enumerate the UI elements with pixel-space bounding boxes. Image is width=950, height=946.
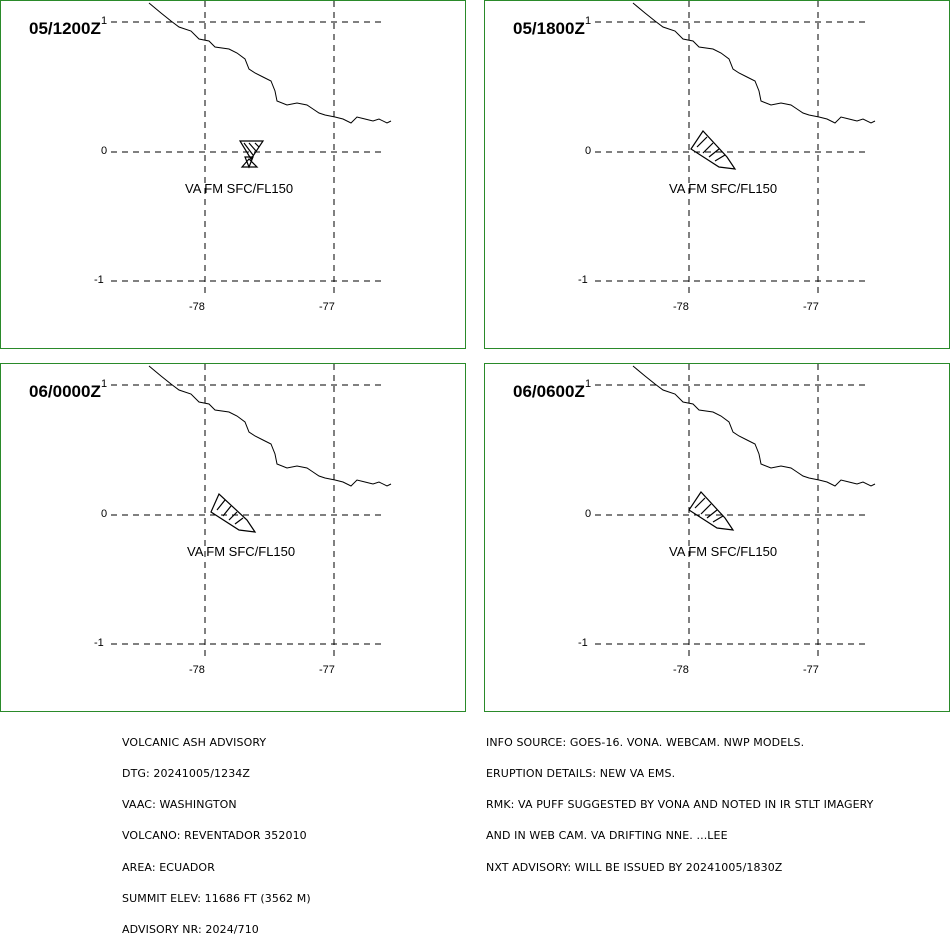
time-label: 05/1800Z (513, 19, 585, 38)
lat-label-1: 1 (585, 15, 592, 27)
lon-label-77: -77 (803, 301, 819, 313)
lat-label-0: 0 (585, 145, 592, 157)
lon-label-77: -77 (319, 301, 335, 313)
lat-label-0: 0 (101, 145, 108, 157)
grid-lines (111, 364, 381, 659)
advisory-line: INFO SOURCE: GOES-16. VONA. WEBCAM. NWP … (486, 735, 805, 749)
advisory-line: NXT ADVISORY: WILL BE ISSUED BY 20241005… (486, 860, 783, 874)
advisory-info-right: INFO SOURCE: GOES-16. VONA. WEBCAM. NWP … (486, 717, 874, 884)
lon-label-78: -78 (189, 664, 205, 676)
coastline (632, 2, 876, 124)
advisory-line: SUMMIT ELEV: 11686 FT (3562 M) (122, 891, 311, 905)
ash-cloud (210, 492, 257, 533)
va-label: VA FM SFC/FL150 (187, 544, 296, 559)
lon-label-78: -78 (673, 301, 689, 313)
map-canvas-4 (595, 364, 876, 659)
advisory-line: AREA: ECUADOR (122, 860, 215, 874)
time-label: 05/1200Z (29, 19, 101, 38)
map-canvas-2 (595, 1, 876, 296)
va-label: VA FM SFC/FL150 (669, 544, 778, 559)
advisory-line: AND IN WEB CAM. VA DRIFTING NNE. ...LEE (486, 829, 728, 843)
grid-lines (595, 1, 865, 296)
grid-lines (595, 364, 865, 659)
lon-label-77: -77 (319, 664, 335, 676)
coastline (148, 2, 392, 124)
time-label: 06/0600Z (513, 382, 585, 401)
ash-cloud (690, 130, 737, 170)
map-canvas-1 (111, 1, 392, 296)
lat-label-1: 1 (101, 15, 108, 27)
lat-label-minus1: -1 (94, 274, 104, 286)
advisory-line: VOLCANIC ASH ADVISORY (122, 735, 267, 749)
lat-label-minus1: -1 (578, 274, 588, 286)
map-panel-2: 05/1800Z 1 0 -1 -78 -77 VA FM SFC/FL150 (484, 0, 950, 349)
ash-cloud (688, 491, 735, 531)
lon-label-77: -77 (803, 664, 819, 676)
lat-label-0: 0 (101, 508, 108, 520)
map-panel-4: 06/0600Z 1 0 -1 -78 -77 VA FM SFC/FL150 (484, 363, 950, 712)
advisory-line: VAAC: WASHINGTON (122, 798, 237, 812)
lat-label-minus1: -1 (578, 637, 588, 649)
ash-cloud (238, 140, 265, 169)
map-panel-3: 06/0000Z 1 0 -1 -78 -77 VA FM SFC/FL150 (0, 363, 466, 712)
map-canvas-3 (111, 364, 392, 659)
advisory-line: ERUPTION DETAILS: NEW VA EMS. (486, 767, 676, 781)
lat-label-0: 0 (585, 508, 592, 520)
advisory-line: DTG: 20241005/1234Z (122, 767, 251, 781)
coastline (148, 365, 392, 487)
advisory-line: VOLCANO: REVENTADOR 352010 (122, 829, 307, 843)
va-label: VA FM SFC/FL150 (185, 181, 294, 196)
grid-lines (111, 1, 381, 296)
lat-label-1: 1 (585, 378, 592, 390)
advisory-info-left: VOLCANIC ASH ADVISORY DTG: 20241005/1234… (122, 717, 311, 946)
advisory-line: RMK: VA PUFF SUGGESTED BY VONA AND NOTED… (486, 798, 874, 812)
va-label: VA FM SFC/FL150 (669, 181, 778, 196)
lon-label-78: -78 (673, 664, 689, 676)
time-label: 06/0000Z (29, 382, 101, 401)
lat-label-1: 1 (101, 378, 108, 390)
advisory-line: ADVISORY NR: 2024/710 (122, 923, 259, 937)
lat-label-minus1: -1 (94, 637, 104, 649)
map-panel-1: 05/1200Z 1 0 -1 -78 -77 VA FM SFC/FL150 (0, 0, 466, 349)
lon-label-78: -78 (189, 301, 205, 313)
coastline (632, 365, 876, 487)
